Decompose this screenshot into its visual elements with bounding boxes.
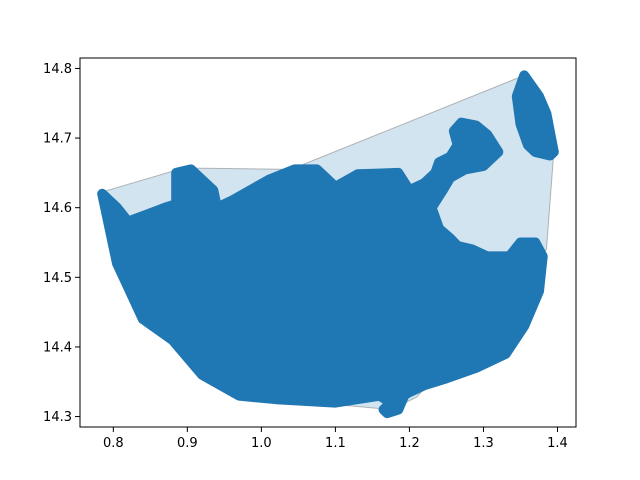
x-tick-label: 1.4 — [547, 436, 568, 451]
point-cluster-2 — [511, 70, 559, 161]
y-tick-label: 14.3 — [43, 410, 72, 425]
point-cluster-3 — [378, 387, 411, 419]
y-axis: 14.3 14.4 14.5 14.6 14.7 14.8 — [43, 62, 80, 425]
plot-area — [97, 70, 559, 419]
y-tick-label: 14.4 — [43, 340, 72, 355]
x-tick-label: 0.8 — [103, 436, 124, 451]
x-tick-label: 1.0 — [251, 436, 272, 451]
x-tick-label: 0.9 — [177, 436, 198, 451]
x-tick-label: 1.2 — [399, 436, 420, 451]
axes-frame — [79, 57, 577, 428]
y-tick-label: 14.6 — [43, 201, 72, 216]
y-tick-label: 14.8 — [43, 62, 72, 77]
y-tick-label: 14.7 — [43, 132, 72, 147]
y-tick-label: 14.5 — [43, 271, 72, 286]
x-axis: 0.8 0.9 1.0 1.1 1.2 1.3 1.4 — [103, 427, 568, 451]
x-tick-label: 1.3 — [473, 436, 494, 451]
x-tick-label: 1.1 — [325, 436, 346, 451]
